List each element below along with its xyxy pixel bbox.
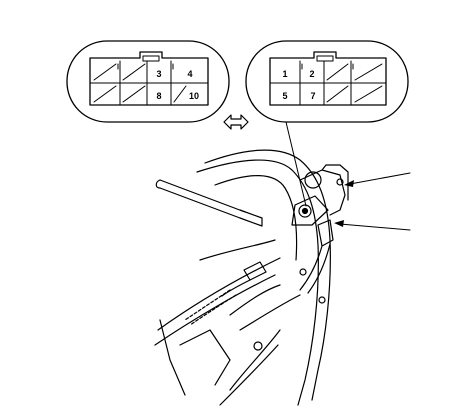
pin-label: 7	[310, 91, 315, 101]
connector-view-left: 3 4 8 10	[66, 40, 230, 123]
connector-view-outline	[245, 40, 409, 123]
connector-view-outline	[66, 40, 230, 123]
pin-label: 4	[187, 69, 192, 79]
connector-lock-tab	[142, 55, 160, 62]
pin-label: 1	[282, 69, 287, 79]
callout-arrow-upper	[344, 172, 411, 187]
double-headed-arrow-icon	[223, 114, 249, 130]
connector-housing	[89, 51, 209, 106]
connector-housing	[269, 51, 387, 106]
callout-arrow-lower	[334, 220, 411, 231]
pin-label: 3	[156, 69, 161, 79]
connector-grid	[89, 60, 209, 106]
connector-lock-tab	[316, 55, 334, 62]
leader-line	[285, 121, 307, 207]
pin-label: 10	[189, 91, 199, 101]
connector-grid	[269, 60, 387, 106]
pin-label: 5	[282, 91, 287, 101]
connector-view-right: 1 2 5 7	[245, 40, 409, 123]
pin-label: 2	[309, 69, 314, 79]
pin-label: 8	[156, 91, 161, 101]
seat-frame-drawing	[154, 149, 349, 406]
